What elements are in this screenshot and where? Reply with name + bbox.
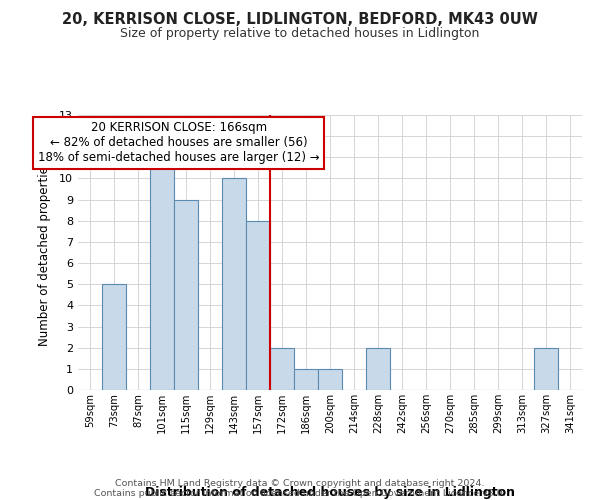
Y-axis label: Number of detached properties: Number of detached properties — [38, 160, 50, 346]
Bar — [366, 348, 390, 390]
Bar — [270, 348, 294, 390]
Bar — [294, 369, 318, 390]
Bar — [318, 369, 342, 390]
X-axis label: Distribution of detached houses by size in Lidlington: Distribution of detached houses by size … — [145, 486, 515, 499]
Bar — [102, 284, 126, 390]
Bar — [150, 158, 174, 390]
Text: Size of property relative to detached houses in Lidlington: Size of property relative to detached ho… — [121, 28, 479, 40]
Bar — [246, 221, 270, 390]
Text: Contains HM Land Registry data © Crown copyright and database right 2024.: Contains HM Land Registry data © Crown c… — [115, 478, 485, 488]
Text: 20 KERRISON CLOSE: 166sqm
← 82% of detached houses are smaller (56)
18% of semi-: 20 KERRISON CLOSE: 166sqm ← 82% of detac… — [38, 122, 320, 164]
Bar — [174, 200, 198, 390]
Bar — [222, 178, 246, 390]
Text: Contains public sector information licensed under the Open Government Licence v3: Contains public sector information licen… — [94, 488, 506, 498]
Text: 20, KERRISON CLOSE, LIDLINGTON, BEDFORD, MK43 0UW: 20, KERRISON CLOSE, LIDLINGTON, BEDFORD,… — [62, 12, 538, 28]
Bar — [534, 348, 558, 390]
